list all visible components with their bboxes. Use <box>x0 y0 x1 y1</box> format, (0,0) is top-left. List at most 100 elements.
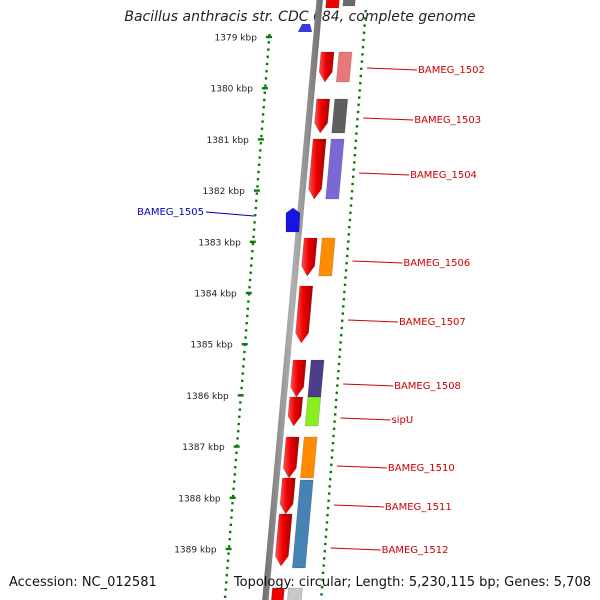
cds-block[interactable] <box>325 138 345 200</box>
guide-dot <box>334 406 337 409</box>
guide-dot <box>322 564 325 567</box>
guide-dot <box>344 269 348 272</box>
cds-block[interactable] <box>318 237 336 277</box>
ruler-dot <box>235 451 238 454</box>
cds-block[interactable] <box>291 479 314 569</box>
ruler-dot <box>252 228 256 231</box>
guide-dot <box>361 46 365 49</box>
guide-dot <box>344 276 347 279</box>
gene-label[interactable]: BAMEG_1511 <box>385 502 452 513</box>
cds-block[interactable] <box>307 359 325 398</box>
gene-label[interactable]: BAMEG_1510 <box>388 463 455 474</box>
gene-arrow[interactable] <box>287 396 304 427</box>
ruler-dot <box>238 415 241 418</box>
gene-label[interactable]: BAMEG_1506 <box>403 258 470 269</box>
guide-dot <box>324 535 328 538</box>
guide-dot <box>346 247 349 250</box>
cds-block-partial[interactable] <box>342 0 356 7</box>
guide-dot <box>362 31 366 34</box>
genome-title: Bacillus anthracis str. CDC 684, complet… <box>124 9 476 25</box>
ruler-dot <box>239 401 242 404</box>
callout-line <box>340 417 391 421</box>
guide-dot <box>354 146 357 150</box>
ruler-dot <box>225 581 228 584</box>
ruler-dot <box>248 278 252 282</box>
gene-arrow[interactable] <box>318 51 335 83</box>
gene-label[interactable]: BAMEG_1512 <box>382 545 449 556</box>
gene-label[interactable]: BAMEG_1504 <box>410 170 477 181</box>
gene-label[interactable]: BAMEG_1503 <box>414 115 481 126</box>
callout-line <box>343 383 394 387</box>
guide-dot <box>335 398 338 402</box>
gene-arrow[interactable] <box>279 477 296 515</box>
kbp-tick-label: 1383 kbp <box>198 238 241 248</box>
guide-dot <box>338 348 342 351</box>
guide-dot <box>347 233 350 236</box>
ruler-dot <box>233 480 236 483</box>
ruler-dot <box>267 41 270 44</box>
guide-dot <box>329 478 332 481</box>
ruler-dot <box>226 566 229 570</box>
gene-arrow-partial[interactable] <box>325 0 340 9</box>
gene-arrow-partial[interactable] <box>271 587 285 600</box>
gene-arrow[interactable] <box>275 513 293 567</box>
callout-line <box>205 211 255 217</box>
gene-label[interactable]: BAMEG_1502 <box>418 65 485 76</box>
guide-dot <box>343 290 346 294</box>
ruler-dot <box>234 466 237 469</box>
guide-dot <box>329 470 332 474</box>
gene-label[interactable]: BAMEG_1507 <box>399 317 466 328</box>
cds-block[interactable] <box>331 98 349 134</box>
guide-dot <box>340 334 343 337</box>
ruler-dot <box>225 574 228 577</box>
gene-arrow[interactable] <box>283 436 300 479</box>
ruler-dot <box>242 358 246 361</box>
ruler-dot <box>244 336 247 339</box>
ruler-dot <box>263 91 266 94</box>
gene-label[interactable]: BAMEG_1508 <box>394 381 461 392</box>
ruler-dot <box>252 235 255 238</box>
ruler-dot <box>256 178 260 181</box>
guide-dot <box>345 262 348 265</box>
guide-dot <box>358 96 361 99</box>
ruler-dot <box>238 408 242 411</box>
ruler-dot <box>226 559 230 562</box>
callout-line <box>363 117 414 121</box>
gene-arrow[interactable] <box>314 98 331 134</box>
guide-dot <box>357 103 360 106</box>
guide-dot <box>349 211 352 214</box>
guide-dot <box>333 420 336 423</box>
guide-dot <box>360 60 364 63</box>
ruler-dot <box>247 293 251 296</box>
gene-arrow[interactable] <box>301 237 318 277</box>
cds-block-partial[interactable] <box>287 587 303 600</box>
ruler-dot <box>251 242 255 246</box>
ruler-dot <box>249 271 252 274</box>
gene-label[interactable]: sipU <box>392 415 414 426</box>
ruler-dot <box>260 134 263 138</box>
guide-dot <box>326 514 329 517</box>
ruler-dot <box>253 221 256 224</box>
gene-arrow[interactable] <box>308 138 327 200</box>
cds-block[interactable] <box>335 51 353 83</box>
guide-dot <box>331 449 334 452</box>
kbp-tick-label: 1389 kbp <box>174 546 217 556</box>
gene-label[interactable]: BAMEG_1505 <box>137 207 204 218</box>
kbp-tick-label: 1381 kbp <box>206 136 249 146</box>
gene-arrow[interactable] <box>290 359 307 398</box>
ruler-dot <box>232 487 235 490</box>
gene-arrow[interactable] <box>295 285 314 344</box>
ruler-dot <box>241 372 244 375</box>
guide-dot <box>327 499 330 502</box>
kbp-tick-label: 1384 kbp <box>194 290 237 300</box>
guide-dot <box>360 67 363 70</box>
cds-block[interactable] <box>300 436 318 479</box>
ruler-dot <box>259 149 262 152</box>
cds-block[interactable] <box>304 396 322 427</box>
kbp-tick-label: 1380 kbp <box>211 85 254 95</box>
gene-arrow-reverse[interactable] <box>285 207 301 233</box>
ruler-dot <box>234 458 238 462</box>
guide-dot <box>336 377 340 380</box>
guide-dot <box>359 82 362 85</box>
